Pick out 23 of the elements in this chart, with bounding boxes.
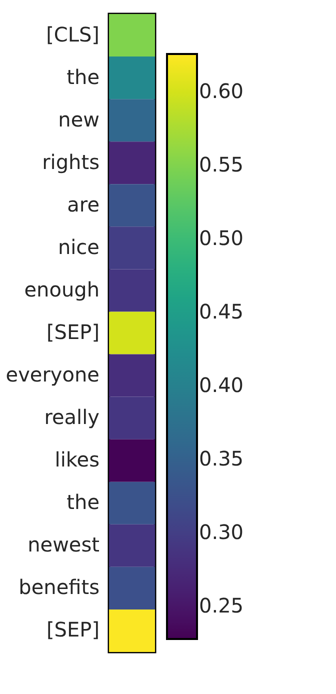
color-bar-label: 0.25 xyxy=(199,594,244,618)
color-bar-label: 0.30 xyxy=(199,520,244,544)
y-tick-label: likes xyxy=(54,448,100,472)
y-tick-label: [CLS] xyxy=(46,22,100,46)
y-tick-label: the xyxy=(66,490,100,514)
y-tick-label: really xyxy=(44,405,100,430)
y-tick-label: benefits xyxy=(18,575,100,600)
y-tick-label: new xyxy=(58,107,100,132)
y-tick-label: the xyxy=(66,64,100,89)
color-bar-label: 0.55 xyxy=(199,152,244,177)
y-tick-label: enough xyxy=(24,277,100,302)
y-tick-label: rights xyxy=(42,150,100,174)
y-tick-label: [SEP] xyxy=(46,618,100,642)
color-bar-label: 0.60 xyxy=(199,79,244,104)
color-bar-label: 0.35 xyxy=(199,446,244,471)
color-bar-label: 0.40 xyxy=(199,373,244,398)
y-tick-label: everyone xyxy=(6,362,100,387)
color-bar-label: 0.50 xyxy=(199,226,244,250)
y-tick-label: nice xyxy=(58,234,100,259)
y-tick-label: are xyxy=(67,192,100,216)
y-tick-label: [SEP] xyxy=(46,320,100,344)
color-bar-label: 0.45 xyxy=(199,300,244,324)
y-tick-label: newest xyxy=(28,532,100,557)
